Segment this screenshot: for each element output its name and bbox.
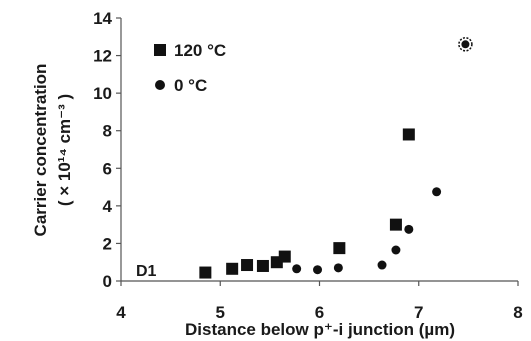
x-tick-label: 8 (513, 303, 522, 322)
annotation-marker-dot (461, 40, 470, 49)
y-axis-subtitle: ( × 10¹⁴ cm⁻³ ) (55, 94, 74, 206)
y-tick-label: 2 (103, 234, 112, 253)
x-tick-group: 4 5 6 7 8 (116, 281, 523, 322)
y-tick-group: 0 2 4 6 8 10 12 14 (93, 9, 121, 291)
point-0c (404, 224, 414, 234)
x-tick-label: 5 (216, 303, 225, 322)
x-tick-label: 4 (116, 303, 126, 322)
y-tick-label: 14 (93, 9, 112, 28)
plot-points (199, 37, 473, 279)
point-120c (389, 218, 402, 231)
legend-square-marker (154, 44, 166, 56)
x-tick-label: 7 (414, 303, 423, 322)
legend: 120 °C 0 °C (154, 41, 226, 95)
point-120c (256, 259, 269, 272)
y-tick-label: 12 (93, 47, 112, 66)
point-0c (313, 265, 323, 275)
y-tick-label: 6 (103, 159, 112, 178)
point-120c (402, 128, 415, 141)
point-120c (226, 262, 239, 275)
point-0c (377, 260, 387, 270)
y-tick-label: 10 (93, 84, 112, 103)
point-0c (292, 264, 302, 274)
y-tick-label: 8 (103, 122, 112, 141)
panel-label: D1 (136, 263, 157, 280)
point-120c (278, 250, 291, 263)
point-0c (391, 245, 401, 255)
legend-circle-marker (155, 80, 165, 90)
point-0c (432, 187, 442, 197)
y-tick-label: 4 (103, 197, 113, 216)
y-tick-label: 0 (103, 272, 112, 291)
point-120c (241, 259, 254, 272)
x-axis-title: Distance below p⁺-i junction (µm) (185, 320, 455, 339)
legend-label-0c: 0 °C (174, 76, 207, 95)
point-120c (199, 266, 212, 279)
x-tick-label: 6 (315, 303, 324, 322)
legend-label-120c: 120 °C (174, 41, 226, 60)
y-axis-title: Carrier concentration (31, 64, 50, 237)
point-0c (333, 263, 343, 273)
point-120c (333, 242, 346, 255)
